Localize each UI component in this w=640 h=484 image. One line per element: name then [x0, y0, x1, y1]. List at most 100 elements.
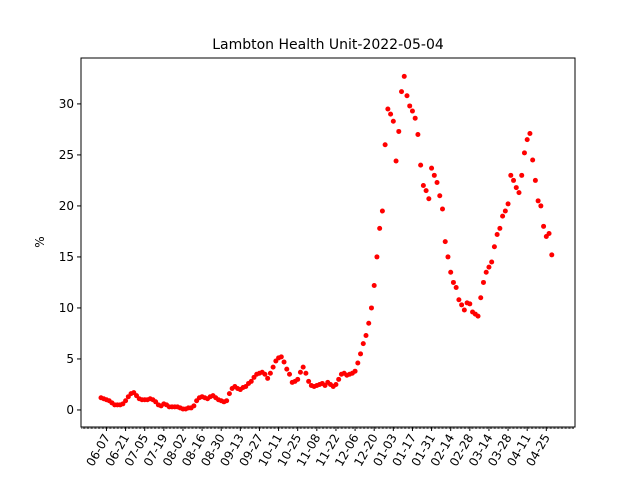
data-point: [300, 364, 306, 370]
data-point: [404, 93, 410, 99]
data-point: [426, 196, 432, 202]
data-point: [508, 172, 514, 178]
data-point: [303, 370, 309, 376]
data-point: [546, 230, 552, 236]
data-point: [494, 231, 500, 237]
data-point: [440, 206, 445, 212]
data-point: [489, 259, 495, 265]
data-point: [371, 283, 377, 289]
data-point: [377, 225, 383, 231]
y-tick-label: 20: [59, 199, 74, 213]
data-point: [295, 376, 301, 382]
data-point: [355, 360, 361, 366]
data-point: [524, 137, 530, 143]
data-point: [442, 239, 448, 245]
data-point: [393, 158, 399, 164]
data-point: [461, 307, 467, 313]
data-point: [541, 223, 547, 229]
data-point: [527, 130, 533, 136]
data-point: [483, 269, 489, 275]
data-point: [352, 368, 358, 374]
data-point: [429, 165, 435, 171]
data-point: [418, 162, 424, 168]
data-point: [423, 188, 429, 194]
data-point: [191, 403, 197, 409]
data-point: [224, 398, 230, 404]
data-point: [491, 244, 497, 250]
data-point: [123, 398, 129, 404]
data-point: [519, 172, 525, 178]
data-point: [445, 254, 451, 260]
data-point: [412, 115, 418, 121]
data-point: [420, 183, 426, 189]
data-point: [284, 366, 290, 372]
data-point: [502, 208, 508, 214]
data-point: [437, 193, 443, 199]
data-point: [336, 376, 342, 382]
data-point: [388, 111, 394, 117]
y-tick-label: 25: [59, 148, 74, 162]
data-point: [306, 378, 312, 384]
data-point: [407, 103, 413, 109]
data-point: [521, 150, 527, 156]
data-point: [415, 132, 421, 138]
y-tick-label: 15: [59, 250, 74, 264]
data-point: [448, 269, 454, 275]
data-point: [358, 351, 364, 357]
data-point: [248, 378, 254, 384]
data-point: [390, 118, 396, 124]
data-point: [363, 332, 369, 338]
data-point: [434, 179, 440, 185]
data-point: [475, 313, 481, 319]
data-point: [456, 297, 462, 303]
y-tick-label: 5: [66, 352, 74, 366]
data-point: [431, 172, 437, 178]
data-point: [262, 371, 268, 377]
data-point: [401, 73, 407, 79]
data-point: [382, 142, 388, 148]
y-axis-label: %: [33, 236, 47, 247]
data-point: [530, 157, 536, 163]
data-point: [270, 364, 276, 370]
data-point: [368, 305, 374, 311]
data-point: [535, 198, 541, 204]
data-point: [385, 106, 391, 112]
data-point: [549, 252, 555, 258]
data-point: [399, 89, 405, 95]
data-point: [532, 177, 538, 183]
data-point: [226, 391, 232, 397]
data-point: [480, 279, 486, 285]
data-point: [453, 285, 459, 291]
data-point: [297, 369, 303, 375]
data-point: [505, 201, 511, 207]
data-point: [450, 279, 456, 285]
data-point: [396, 128, 402, 134]
data-point: [478, 295, 484, 301]
data-point: [267, 370, 273, 376]
data-point: [467, 301, 473, 307]
data-point: [366, 320, 372, 326]
data-point: [409, 108, 415, 114]
y-tick-label: 0: [66, 403, 74, 417]
data-point: [497, 225, 503, 231]
y-tick-label: 10: [59, 301, 74, 315]
data-point: [374, 254, 380, 260]
data-point: [459, 302, 465, 308]
data-point: [360, 341, 366, 347]
data-point: [379, 208, 385, 214]
data-point: [265, 375, 271, 381]
data-point: [511, 177, 517, 183]
data-point: [278, 354, 284, 360]
data-point: [486, 264, 492, 270]
chart-title: Lambton Health Unit-2022-05-04: [212, 37, 444, 53]
data-point: [287, 371, 293, 377]
data-point: [538, 203, 544, 209]
data-point: [333, 381, 339, 387]
data-point: [516, 190, 522, 196]
data-point: [281, 359, 287, 365]
data-point: [500, 213, 506, 219]
data-point: [513, 185, 519, 191]
y-tick-label: 30: [59, 97, 74, 111]
